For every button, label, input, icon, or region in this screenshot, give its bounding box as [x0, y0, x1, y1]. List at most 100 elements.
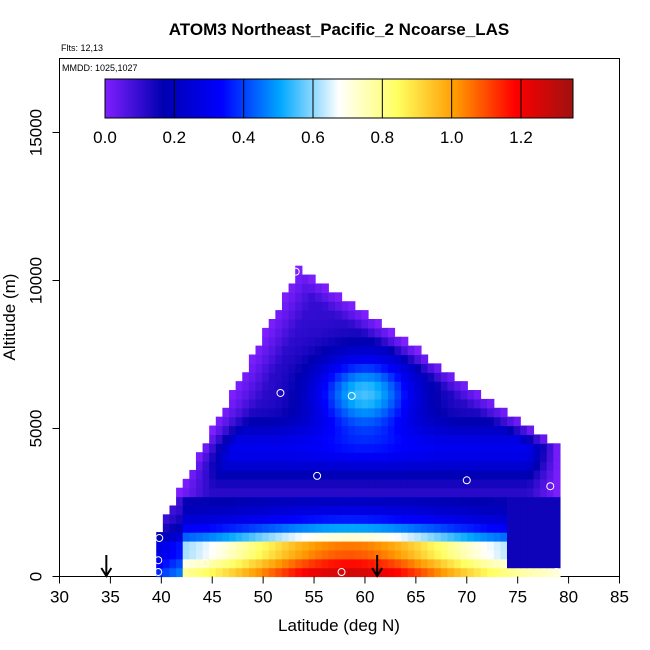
heatmap-cell	[460, 532, 468, 542]
heatmap-cell	[334, 310, 343, 320]
heatmap-cell	[288, 292, 296, 302]
heatmap-cell	[315, 487, 323, 498]
heatmap-cell	[341, 425, 349, 436]
heatmap-cell	[427, 478, 435, 489]
heatmap-cell	[222, 496, 230, 507]
heatmap-cell	[281, 327, 290, 338]
heatmap-cell	[334, 496, 343, 507]
heatmap-cell	[487, 558, 495, 569]
heatmap-cell	[454, 558, 462, 569]
heatmap-cell	[540, 434, 548, 444]
marker-arrow-head	[371, 567, 384, 578]
heatmap-cell	[440, 452, 449, 462]
heatmap-cell	[361, 505, 369, 515]
heatmap-cell	[229, 425, 237, 436]
heatmap-cell	[195, 469, 204, 480]
heatmap-cell	[182, 558, 190, 569]
heatmap-cell	[255, 487, 263, 498]
heatmap-cell	[394, 398, 402, 409]
heatmap-cell	[420, 407, 429, 418]
heatmap-cell	[473, 434, 482, 444]
heatmap-cell	[420, 363, 429, 373]
heatmap-cell	[546, 496, 554, 507]
heatmap-cell	[500, 532, 508, 542]
heatmap-cell	[387, 558, 396, 569]
heatmap-cell	[493, 487, 501, 498]
heatmap-cell	[381, 452, 389, 462]
heatmap-cell	[156, 540, 164, 551]
heatmap-cell	[434, 407, 442, 418]
heatmap-cell	[487, 443, 495, 453]
heatmap-cell	[553, 505, 561, 515]
heatmap-cell	[341, 487, 349, 498]
heatmap-cell	[401, 345, 409, 356]
heatmap-cell	[308, 390, 316, 400]
heatmap-cell	[202, 523, 210, 533]
heatmap-cell	[354, 310, 362, 320]
heatmap-cell	[295, 283, 303, 293]
heatmap-cell	[288, 345, 296, 356]
heatmap-cell	[427, 558, 435, 569]
heatmap-cell	[414, 487, 422, 498]
heatmap-cell	[229, 505, 237, 515]
heatmap-cell	[255, 443, 263, 453]
heatmap-cell	[480, 549, 488, 560]
heatmap-cell	[460, 505, 468, 515]
heatmap-cell	[301, 274, 310, 285]
heatmap-cell	[368, 452, 376, 462]
x-tick-label: 55	[305, 588, 324, 607]
heatmap-cell	[454, 567, 462, 578]
heatmap-cell	[169, 514, 177, 524]
heatmap-cell	[401, 567, 409, 578]
heatmap-cell	[275, 310, 283, 320]
heatmap-cell	[434, 487, 442, 498]
heatmap-cell	[361, 345, 369, 356]
heatmap-cell	[368, 478, 376, 489]
heatmap-cell	[162, 549, 171, 560]
heatmap-cell	[321, 407, 329, 418]
heatmap-cell	[156, 532, 164, 542]
heatmap-cell	[209, 434, 217, 444]
heatmap-cell	[467, 540, 475, 551]
heatmap-cell	[361, 381, 369, 391]
heatmap-cell	[401, 443, 409, 453]
heatmap-cell	[500, 487, 508, 498]
heatmap-cell	[427, 567, 435, 578]
heatmap-cell	[381, 461, 389, 471]
heatmap-cell	[374, 398, 382, 409]
heatmap-cell	[487, 416, 495, 427]
heatmap-cell	[235, 425, 243, 436]
heatmap-cell	[308, 336, 316, 347]
heatmap-cell	[407, 540, 415, 551]
heatmap-cell	[407, 567, 415, 578]
x-tick-label: 35	[101, 588, 120, 607]
heatmap-cell	[262, 487, 270, 498]
heatmap-cell	[315, 310, 323, 320]
x-tick-label: 75	[508, 588, 527, 607]
heatmap-cell	[467, 505, 475, 515]
heatmap-cell	[315, 390, 323, 400]
heatmap-cell	[414, 443, 422, 453]
heatmap-cell	[533, 532, 541, 542]
heatmap-cell	[454, 496, 462, 507]
heatmap-cell	[368, 425, 376, 436]
heatmap-cell	[295, 540, 303, 551]
heatmap-cell	[215, 452, 224, 462]
heatmap-cell	[401, 558, 409, 569]
heatmap-cell	[328, 354, 336, 364]
heatmap-cell	[434, 443, 442, 453]
heatmap-cell	[215, 523, 224, 533]
heatmap-cell	[248, 523, 257, 533]
heatmap-cell	[487, 452, 495, 462]
heatmap-cell	[368, 505, 376, 515]
heatmap-cell	[401, 549, 409, 560]
heatmap-cell	[262, 505, 270, 515]
heatmap-cell	[295, 310, 303, 320]
heatmap-cell	[328, 443, 336, 453]
heatmap-cell	[229, 532, 237, 542]
heatmap-cell	[387, 496, 396, 507]
heatmap-cell	[315, 398, 323, 409]
heatmap-cell	[533, 523, 541, 533]
colorbar: 0.0 0.2 0.4 0.6 0.8 1.0 1.2	[93, 78, 574, 147]
heatmap-cell	[301, 487, 310, 498]
